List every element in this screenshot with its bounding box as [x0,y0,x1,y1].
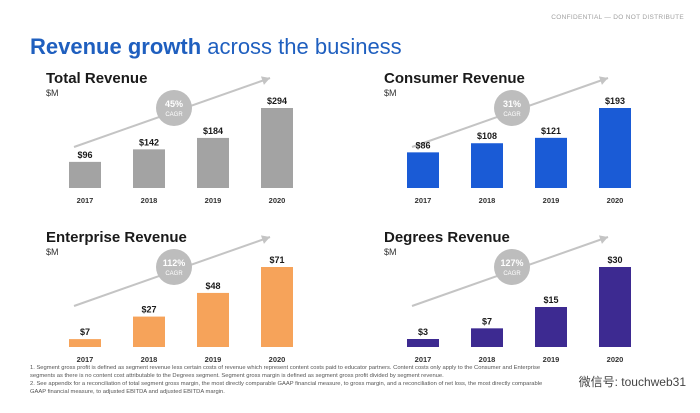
page-title: Revenue growth across the business [30,34,402,60]
bar [261,108,293,188]
confidential-label: CONFIDENTIAL — DO NOT DISTRIBUTE [551,14,684,21]
footnote-line: GAAP financial measure, to adjusted EBIT… [30,389,225,395]
cagr-label: CAGR [165,112,183,118]
cagr-value: 127% [500,258,523,268]
x-tick-label: 2018 [141,355,158,364]
chart-unit: $M [384,88,397,98]
cagr-value: 31% [503,99,521,109]
footnote-line: segments as there is no content cost att… [30,373,444,379]
bar [471,328,503,347]
bar [69,161,101,188]
x-tick-label: 2019 [205,355,222,364]
data-label: $108 [477,131,497,141]
bar [407,152,439,188]
x-tick-label: 2018 [479,355,496,364]
chart-unit: $M [46,247,59,257]
data-label: $7 [482,316,492,326]
bar [197,292,229,347]
chart-title: Total Revenue [46,70,148,87]
watermark: 微信号: touchweb31 [574,372,690,391]
x-tick-label: 2019 [543,355,560,364]
x-tick-label: 2019 [543,196,560,205]
bar [197,137,229,188]
x-tick-label: 2017 [415,196,432,205]
chart-title: Enterprise Revenue [46,229,187,246]
data-label: $27 [141,305,156,315]
chart-consumer-revenue: 31% CAGR $86 2017 $108 2018 $121 2019 $193 2020 [407,76,631,205]
bar [599,108,631,188]
cagr-value: 45% [165,99,183,109]
x-tick-label: 2020 [607,196,624,205]
page-title-rest: across the business [201,34,402,59]
chart-unit: $M [46,88,59,98]
page-title-bold: Revenue growth [30,34,202,59]
data-label: $142 [139,137,159,147]
growth-arrow-head [260,235,270,244]
cagr-label: CAGR [503,271,521,277]
chart-degrees-revenue: 127% CAGR $3 2017 $7 2018 $15 2019 $30 2020 [407,235,631,364]
x-tick-label: 2020 [607,355,624,364]
data-label: $71 [269,255,284,265]
cagr-badge [156,249,192,285]
cagr-value: 112% [163,258,186,268]
data-label: $15 [543,295,558,305]
chart-title: Consumer Revenue [384,70,525,87]
bar [407,339,439,347]
bar [133,149,165,188]
chart-total-revenue: 45% CAGR $96 2017 $142 2018 $184 2019 $294 2020 [69,76,293,205]
bar [261,267,293,347]
footnotes: 1. Segment gross profit is defined as se… [30,364,670,396]
cagr-badge [494,90,530,126]
x-tick-label: 2017 [77,355,94,364]
bar [69,339,101,347]
bar [599,267,631,347]
bar [535,307,567,347]
x-tick-label: 2018 [479,196,496,205]
growth-arrow-head [260,76,270,85]
x-tick-label: 2017 [77,196,94,205]
data-label: $121 [541,126,561,136]
chart-enterprise-revenue: 112% CAGR $7 2017 $27 2018 $48 2019 $71 2020 [69,235,293,364]
footnote-line: 2. See appendix for a reconciliation of … [30,381,543,387]
chart-panel-degrees: Degrees Revenue $M 127% CAGR $3 2017 $7 2018 $… [384,229,700,379]
cagr-badge [494,249,530,285]
data-label: $3 [418,327,428,337]
growth-arrow-head [598,76,608,85]
x-tick-label: 2017 [415,355,432,364]
chart-panel-consumer: Consumer Revenue $M 31% CAGR $86 2017 $108 20… [384,70,700,220]
chart-panel-total: Total Revenue $M 45% CAGR $96 2017 $142 2018 $… [46,70,366,220]
bar [133,316,165,347]
footnote-line: 1. Segment gross profit is defined as se… [30,365,541,371]
bar [535,137,567,188]
data-label: $30 [607,255,622,265]
data-label: $96 [77,150,92,160]
data-label: $294 [267,96,287,106]
cagr-label: CAGR [165,271,183,277]
chart-title: Degrees Revenue [384,229,510,246]
x-tick-label: 2018 [141,196,158,205]
data-label: $7 [80,327,90,337]
cagr-badge [156,90,192,126]
data-label: $193 [605,96,625,106]
growth-arrow-head [598,235,608,244]
cagr-label: CAGR [503,112,521,118]
chart-panel-enterprise: Enterprise Revenue $M 112% CAGR $7 2017 $27 2… [46,229,366,379]
data-label: $48 [205,281,220,291]
bar [471,143,503,188]
x-tick-label: 2019 [205,196,222,205]
data-label: $86 [415,140,430,150]
x-tick-label: 2020 [269,355,286,364]
data-label: $184 [203,126,223,136]
chart-unit: $M [384,247,397,257]
x-tick-label: 2020 [269,196,286,205]
